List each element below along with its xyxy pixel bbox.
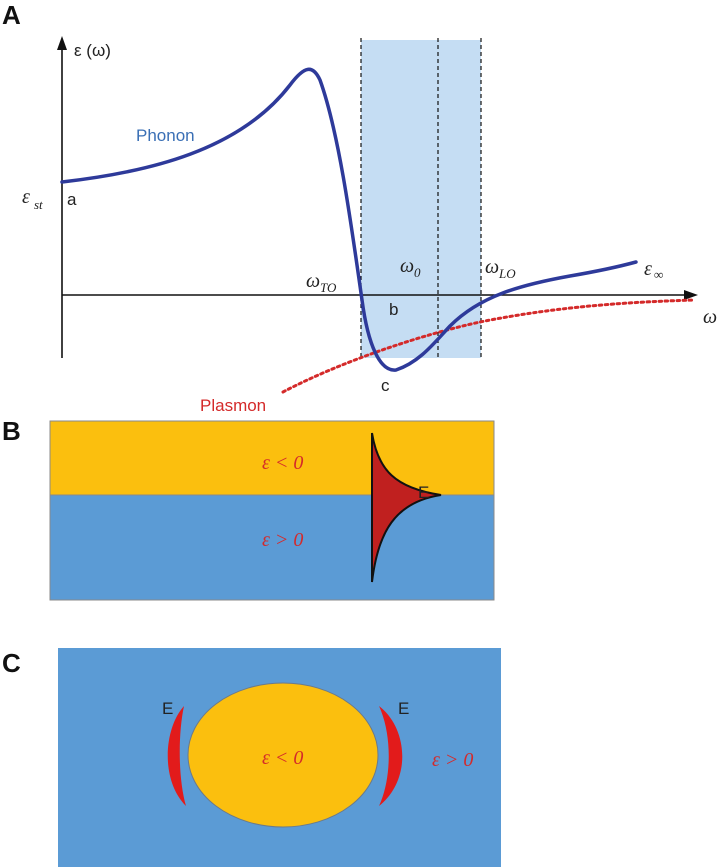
x-axis-label: ω <box>703 306 717 328</box>
bottom-layer-label: ε > 0 <box>262 529 303 551</box>
y-axis-arrow <box>57 36 67 50</box>
negative-eps-layer <box>49 420 495 496</box>
omega-0-symbol: ω <box>400 255 414 277</box>
panel-c: C ε < 0 ε > 0 E E <box>2 648 501 867</box>
reststrahlen-band <box>361 40 481 358</box>
omega-0-subscript: 0 <box>414 265 421 280</box>
panel-b-letter: B <box>2 416 21 446</box>
panel-a-letter: A <box>2 0 21 30</box>
plasmon-curve <box>281 298 696 394</box>
positive-eps-layer <box>49 494 495 601</box>
left-field-lobe <box>167 706 186 806</box>
eps-static-subscript: st <box>34 197 43 212</box>
left-field-label: E <box>162 699 173 718</box>
plasmon-label: Plasmon <box>200 396 266 415</box>
omega-to-symbol: ω <box>306 270 320 292</box>
surface-field-profile <box>371 432 442 583</box>
y-axis-label: ε (ω) <box>74 41 111 60</box>
particle <box>187 682 379 828</box>
field-label: E <box>418 483 429 502</box>
phonon-curve <box>60 67 638 372</box>
eps-static-symbol: ε <box>22 186 30 208</box>
omega-lo-subscript: LO <box>498 266 516 281</box>
eps-inf-subscript: ∞ <box>654 267 663 282</box>
right-field-label: E <box>398 699 409 718</box>
panel-a: A ε (ω) ω Phonon Plasmon ε st ε ∞ ω TO ω <box>2 0 717 415</box>
omega-lo-symbol: ω <box>485 256 499 278</box>
omega-to-subscript: TO <box>320 280 337 295</box>
top-layer-label: ε < 0 <box>262 452 303 474</box>
particle-label: ε < 0 <box>262 747 303 769</box>
point-c-label: c <box>381 376 390 395</box>
panel-b: B ε < 0 ε > 0 E <box>2 416 495 601</box>
phonon-label: Phonon <box>136 126 195 145</box>
right-field-lobe <box>379 706 403 806</box>
eps-inf-symbol: ε <box>644 258 652 280</box>
point-a-label: a <box>67 190 77 209</box>
panel-c-letter: C <box>2 648 21 678</box>
x-axis-arrow <box>684 290 698 300</box>
medium-label: ε > 0 <box>432 749 473 771</box>
point-b-label: b <box>389 300 398 319</box>
